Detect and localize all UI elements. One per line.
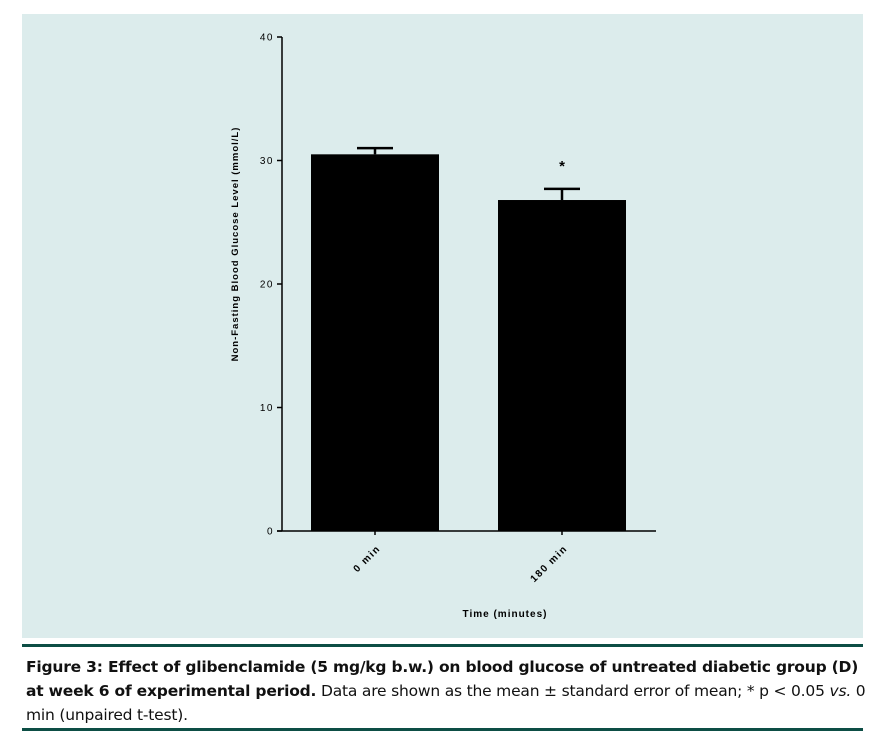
caption-text: Data are shown as the mean ± standard er… xyxy=(316,682,830,700)
caption-rule-bottom xyxy=(22,728,863,731)
caption-rule-top xyxy=(22,644,863,647)
y-axis-title: Non-Fasting Blood Glucose Level (mmol/L) xyxy=(230,127,241,362)
chart-bars xyxy=(311,146,626,531)
bar xyxy=(498,200,626,531)
x-tick-label: 0 min xyxy=(352,543,384,575)
figure-panel: 0 10 20 30 40 0 min * 180 min Time (minutes) Non-… xyxy=(22,14,863,638)
y-tick-label: 30 xyxy=(260,156,274,167)
x-axis-title: Time (minutes) xyxy=(463,609,548,620)
figure-caption: Figure 3: Effect of glibenclamide (5 mg/… xyxy=(26,655,866,727)
x-tick-label: 180 min xyxy=(529,543,571,585)
y-tick-label: 10 xyxy=(260,403,274,414)
bar xyxy=(311,154,439,531)
caption-text-end: 0 min (unpaired t-test). xyxy=(26,682,866,724)
bar-chart: 0 10 20 30 40 0 min * 180 min Time (minutes) Non-… xyxy=(230,33,656,620)
significance-marker: * xyxy=(559,158,565,175)
y-tick-label: 0 xyxy=(267,527,274,538)
caption-vs: vs. xyxy=(829,682,852,700)
y-tick-label: 40 xyxy=(260,33,274,44)
caption-title: Figure 3: Effect of glibenclamide (5 mg/… xyxy=(26,658,859,700)
y-tick-label: 20 xyxy=(260,280,274,291)
